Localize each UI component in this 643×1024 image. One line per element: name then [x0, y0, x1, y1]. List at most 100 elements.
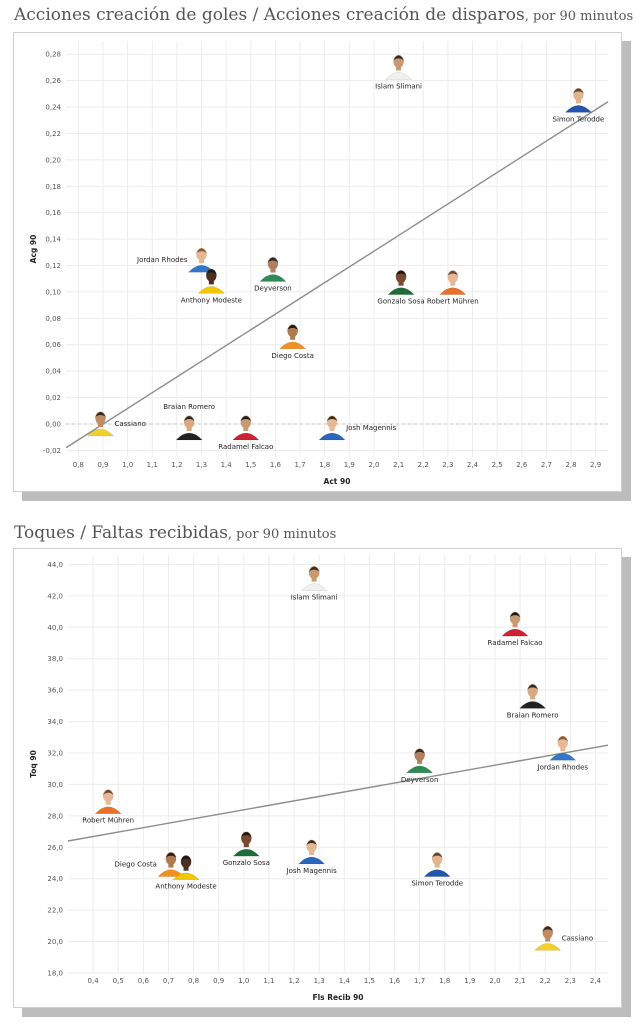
player-hair-icon — [527, 684, 538, 690]
chart2-panel: 0,4 0,5 0,6 0,7 0,8 0,9 1,0 1,1 1,2 1,3 1,4 1,5 1,6 1… — [13, 548, 622, 1008]
chart2-x-tick-label: 1,5 — [364, 977, 375, 985]
player-shirt-icon — [385, 72, 413, 80]
player-hair-icon — [267, 257, 279, 263]
chart2-point-josh-magennis[interactable]: Josh Magennis — [286, 839, 338, 875]
chart1-point-islam-slimani[interactable]: Islam Slimani — [375, 55, 422, 90]
player-neck-icon — [311, 577, 317, 582]
chart1-x-tick-label: 1,3 — [196, 461, 207, 469]
chart2-x-tick-label: 2,2 — [540, 977, 551, 985]
chart1-plot: 0,8 0,9 1,0 1,1 1,2 1,3 1,4 1,5 1,6 1,7 1,8 1,9 2,0 2… — [29, 41, 609, 486]
player-hair-icon — [196, 248, 207, 254]
chart1-x-tick-label: 2,2 — [418, 461, 429, 469]
chart2-point-braian-romero[interactable]: Braian Romero — [507, 684, 559, 719]
chart1-x-tick-label: 2,8 — [565, 461, 576, 469]
chart1-y-tick-label: 0,20 — [45, 156, 61, 164]
chart1-x-tick-label: 1,7 — [294, 461, 305, 469]
player-neck-icon — [183, 866, 189, 871]
chart2-y-tick-label: 32,0 — [47, 750, 63, 758]
chart1-x-tick-label: 2,5 — [492, 461, 503, 469]
player-shirt-icon — [94, 806, 122, 814]
player-neck-icon — [417, 759, 423, 764]
chart2-point-gonzalo-sosa[interactable]: Gonzalo Sosa — [223, 831, 270, 867]
player-shirt-icon — [172, 872, 200, 880]
chart1-y-tick-label: 0,10 — [45, 288, 61, 296]
player-hair-icon — [447, 270, 459, 276]
chart1-point-gonzalo-sosa[interactable]: Gonzalo Sosa — [377, 270, 425, 306]
chart1-y-tick-label: 0,04 — [45, 368, 61, 376]
chart1-y-tick-label: 0,02 — [45, 394, 61, 402]
chart1-point-radamel-falcao[interactable]: Radamel Falcao — [218, 415, 273, 451]
chart2-point-diego-costa[interactable]: Diego Costa — [115, 852, 185, 877]
player-shirt-icon — [406, 765, 434, 774]
chart2-point-simon-terodde[interactable]: Simon Terodde — [411, 852, 463, 888]
chart2-subtitle: , por 90 minutos — [227, 527, 337, 542]
player-hair-icon — [393, 55, 404, 61]
chart1-x-tick-label: 2,6 — [516, 461, 528, 469]
chart1-point-jordan-rhodes[interactable]: Jordan Rhodes — [136, 247, 216, 273]
chart1-y-tick-label: 0,08 — [45, 315, 61, 323]
player-name-label: Deyverson — [254, 284, 292, 292]
chart1-x-axis-label: Act 90 — [324, 477, 351, 486]
chart2-point-islam-slimani[interactable]: Islam Slimani — [291, 566, 338, 602]
player-neck-icon — [309, 851, 315, 855]
chart2-y-tick-label: 34,0 — [47, 718, 63, 726]
player-neck-icon — [290, 335, 296, 340]
chart2-y-tick-label: 36,0 — [47, 687, 63, 695]
player-shirt-icon — [501, 628, 529, 637]
player-shirt-icon — [318, 432, 346, 441]
chart2-x-tick-label: 0,7 — [163, 977, 174, 985]
chart2-point-cassiano[interactable]: Cassiano — [534, 926, 593, 951]
player-shirt-icon — [423, 869, 451, 877]
chart2-point-robert-muhren[interactable]: Robert Mühren — [82, 789, 134, 825]
chart2-point-anthony-modeste[interactable]: Anthony Modeste — [155, 855, 217, 891]
chart1-point-braian-romero[interactable]: Braian Romero — [163, 403, 215, 441]
chart2-x-tick-label: 0,8 — [188, 977, 199, 985]
chart1-title-main: Acciones creación de goles / Acciones cr… — [14, 5, 525, 25]
chart2-y-tick-label: 28,0 — [47, 812, 63, 820]
player-name-label: Diego Costa — [271, 352, 313, 360]
player-shirt-icon — [86, 428, 115, 437]
player-neck-icon — [575, 99, 581, 104]
player-shirt-icon — [298, 856, 326, 865]
chart1-point-diego-costa[interactable]: Diego Costa — [271, 324, 314, 360]
chart2-point-radamel-falcao[interactable]: Radamel Falcao — [488, 611, 543, 647]
chart1-x-tick-label: 2,7 — [541, 461, 552, 469]
player-name-label: Jordan Rhodes — [136, 256, 188, 264]
chart2-point-deyverson[interactable]: Deyverson — [401, 748, 439, 784]
chart2-y-tick-label: 22,0 — [47, 907, 63, 915]
chart1-point-simon-terodde[interactable]: Simon Terodde — [553, 88, 605, 123]
chart1-point-cassiano[interactable]: Cassiano — [86, 411, 146, 437]
chart2-y-tick-label: 40,0 — [47, 624, 63, 632]
chart2-x-tick-label: 0,4 — [88, 977, 100, 985]
player-hair-icon — [241, 832, 252, 838]
chart1-panel: 0,8 0,9 1,0 1,1 1,2 1,3 1,4 1,5 1,6 1,7 1,8 1,9 2,0 2… — [13, 32, 622, 492]
chart1-point-robert-muhren[interactable]: Robert Mühren — [427, 270, 479, 306]
chart1-x-tick-label: 2,1 — [393, 461, 404, 469]
chart1-point-deyverson[interactable]: Deyverson — [254, 257, 292, 292]
player-name-label: Deyverson — [401, 776, 439, 784]
player-neck-icon — [450, 281, 456, 286]
chart2-grid — [68, 555, 608, 974]
player-shirt-icon — [564, 105, 593, 113]
player-name-label: Josh Magennis — [345, 424, 397, 432]
player-hair-icon — [308, 566, 320, 572]
chart2-x-tick-label: 1,9 — [464, 977, 475, 985]
chart1-x-tick-label: 1,9 — [344, 461, 355, 469]
player-name-label: Gonzalo Sosa — [223, 859, 270, 867]
player-name-label: Gonzalo Sosa — [377, 298, 424, 306]
chart2-point-jordan-rhodes[interactable]: Jordan Rhodes — [537, 735, 589, 771]
chart2-y-tick-label: 18,0 — [47, 970, 63, 978]
chart2-x-tick-label: 1,0 — [238, 977, 249, 985]
player-name-label: Anthony Modeste — [181, 296, 242, 304]
player-neck-icon — [512, 623, 518, 628]
chart1-point-anthony-modeste[interactable]: Anthony Modeste — [181, 268, 242, 304]
chart1-point-josh-magennis[interactable]: Josh Magennis — [318, 415, 397, 441]
player-neck-icon — [186, 426, 192, 431]
player-name-label: Islam Slimani — [375, 82, 422, 90]
player-neck-icon — [270, 268, 276, 273]
chart2-title-main: Toques / Faltas recibidas — [14, 523, 228, 543]
chart1-x-tick-label: 1,0 — [122, 461, 133, 469]
player-neck-icon — [105, 800, 111, 805]
chart2-x-tick-label: 1,7 — [414, 977, 425, 985]
chart2-x-tick-label: 0,6 — [138, 977, 150, 985]
